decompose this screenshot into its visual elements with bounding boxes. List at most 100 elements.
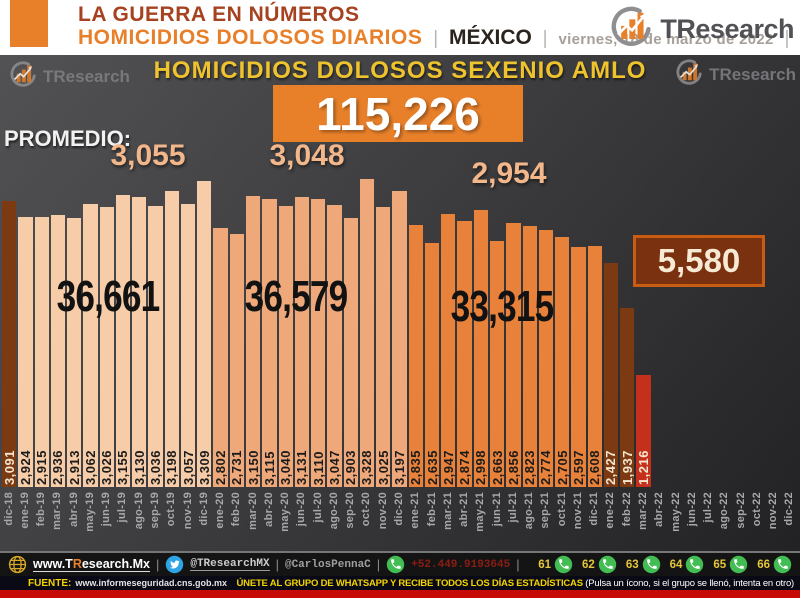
bar: 2,635 xyxy=(424,243,440,487)
bar: 2,774 xyxy=(538,230,553,487)
bar-slot: 2,731 xyxy=(229,175,245,487)
source: FUENTE: www.informeseguridad.cns.gob.mx xyxy=(28,578,227,589)
bar: 3,115 xyxy=(262,199,277,487)
website-link[interactable]: www.TResearch.Mx xyxy=(33,556,150,573)
bar: 3,062 xyxy=(83,204,98,487)
separator: | xyxy=(433,28,439,49)
bar-value-label: 2,913 xyxy=(66,449,82,485)
bar-slot: 3,026 xyxy=(99,175,114,487)
bar-value-label: 2,731 xyxy=(229,449,245,485)
bar-value-label: 2,915 xyxy=(34,449,50,485)
bar-column: 2,874 abr-21 xyxy=(457,175,472,552)
bar-column: 2,427 ene-22 xyxy=(603,175,619,552)
whatsapp-icon[interactable] xyxy=(685,555,704,574)
bar: 2,427 xyxy=(603,263,619,487)
bar-slot: 2,835 xyxy=(408,175,424,487)
bar-column: nov-22 xyxy=(766,175,780,552)
bar-column: 3,040 may-20 xyxy=(278,175,293,552)
bar-column: 2,802 ene-20 xyxy=(213,175,228,552)
bar-column: abr-22 xyxy=(653,175,667,552)
bar-column: 3,155 jul-19 xyxy=(115,175,130,552)
month-label: dic-18 xyxy=(2,492,15,526)
whatsapp-phone[interactable]: +52.449.9193645 xyxy=(411,558,511,571)
bar: 3,328 xyxy=(359,179,374,487)
bar-column: 3,328 oct-20 xyxy=(359,175,374,552)
bar: 2,663 xyxy=(490,241,505,487)
bar-column: dic-22 xyxy=(783,175,797,552)
bar: 3,036 xyxy=(148,206,163,487)
separator: | xyxy=(275,557,279,572)
whatsapp-icon[interactable] xyxy=(554,555,573,574)
footer-social-bar: www.TResearch.Mx | @TResearchMX | @Carlo… xyxy=(0,551,800,576)
bar-value-label: 2,823 xyxy=(522,449,538,485)
month-label: abr-19 xyxy=(67,492,80,527)
bar: 1,937 xyxy=(620,308,635,487)
month-label: mar-19 xyxy=(51,492,64,530)
bar-column: 3,115 abr-20 xyxy=(262,175,277,552)
bar-column: 2,915 feb-19 xyxy=(34,175,50,552)
bottom-red-strip xyxy=(0,590,800,598)
twitter-icon[interactable] xyxy=(165,555,184,574)
bar-slot: 3,040 xyxy=(278,175,293,487)
bar-value-label: 2,427 xyxy=(603,449,619,485)
bar-slot: 2,915 xyxy=(34,175,50,487)
bar-column: 2,823 ago-21 xyxy=(522,175,538,552)
month-label: ago-21 xyxy=(523,492,536,530)
cta-note-text: (Pulsa un ícono, si el grupo se llenó, i… xyxy=(585,577,794,589)
separator: | xyxy=(376,557,381,572)
month-label: ago-22 xyxy=(718,492,731,530)
bar-column: 2,608 dic-21 xyxy=(587,175,602,552)
bar-value-label: 2,835 xyxy=(408,449,424,485)
bar-slot: 2,802 xyxy=(213,175,228,487)
month-label: feb-20 xyxy=(230,492,243,527)
source-url[interactable]: www.informeseguridad.cns.gob.mx xyxy=(75,577,228,588)
bar-slot: 1,216 xyxy=(635,175,651,487)
whatsapp-group: 66 xyxy=(757,555,792,574)
separator: | xyxy=(155,557,160,572)
whatsapp-icon[interactable] xyxy=(773,555,792,574)
bar-slot: 3,155 xyxy=(115,175,130,487)
side-total-box: 5,580 xyxy=(633,235,765,287)
bar-column: 2,835 ene-21 xyxy=(408,175,424,552)
bar: 2,998 xyxy=(473,210,488,487)
month-label: dic-21 xyxy=(588,492,601,526)
month-label: ene-21 xyxy=(409,492,422,529)
bar: 3,131 xyxy=(294,197,310,487)
bar: 3,150 xyxy=(246,196,261,487)
month-label: ene-22 xyxy=(604,492,617,529)
month-label: feb-22 xyxy=(620,492,633,527)
bar-slot: 3,110 xyxy=(311,175,326,487)
bar-value-label: 3,131 xyxy=(294,449,310,485)
bar-value-label: 1,216 xyxy=(635,449,651,485)
bar-column: 1,216 mar-22 xyxy=(635,175,651,552)
bar-column: jul-22 xyxy=(701,175,715,552)
bar: 2,924 xyxy=(18,217,33,487)
bar: 3,040 xyxy=(278,206,293,487)
bar-value-label: 3,198 xyxy=(164,449,180,485)
whatsapp-group: 65 xyxy=(713,555,748,574)
month-label: dic-22 xyxy=(783,492,796,526)
bar-value-label: 2,856 xyxy=(505,449,521,485)
whatsapp-icon[interactable] xyxy=(729,555,748,574)
bar-slot: 2,427 xyxy=(603,175,619,487)
author-handle[interactable]: @CarlosPennaC xyxy=(284,558,371,571)
bar-slot xyxy=(653,175,667,487)
whatsapp-icon[interactable] xyxy=(386,555,405,574)
whatsapp-icon[interactable] xyxy=(598,555,617,574)
bar-column: 1,937 feb-22 xyxy=(620,175,635,552)
sexenio-total-box: 115,226 xyxy=(273,85,523,142)
bar-slot xyxy=(766,175,780,487)
bar-column: 2,597 nov-21 xyxy=(571,175,586,552)
bar-value-label: 2,635 xyxy=(424,449,440,485)
bar-column: 3,131 jun-20 xyxy=(294,175,310,552)
bar: 2,856 xyxy=(505,223,521,487)
bar-column: 3,057 nov-19 xyxy=(181,175,196,552)
bar-slot xyxy=(750,175,764,487)
twitter-handle[interactable]: @TResearchMX xyxy=(190,557,270,572)
whatsapp-icon[interactable] xyxy=(642,555,661,574)
bar-slot: 1,937 xyxy=(620,175,635,487)
bar-value-label: 3,047 xyxy=(326,449,342,485)
month-label: sep-20 xyxy=(344,492,357,529)
bar-column: oct-22 xyxy=(750,175,764,552)
bar-value-label: 3,309 xyxy=(196,449,212,485)
